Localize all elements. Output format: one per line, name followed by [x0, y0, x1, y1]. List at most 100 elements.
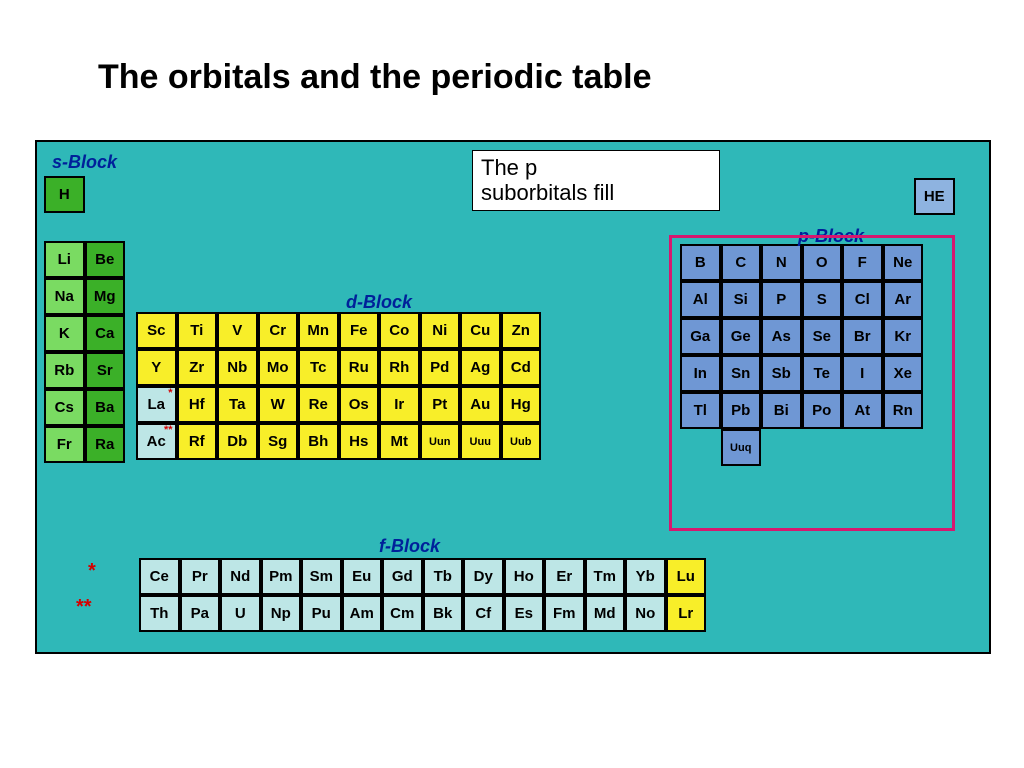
element-mt: Mt [379, 423, 420, 460]
element-th: Th [139, 595, 180, 632]
element-re: Re [298, 386, 339, 423]
element-uub: Uub [501, 423, 542, 460]
element-pu: Pu [301, 595, 342, 632]
element-hg: Hg [501, 386, 542, 423]
element-li: Li [44, 241, 85, 278]
element-ta: Ta [217, 386, 258, 423]
slide-page: The orbitals and the periodic table H Li B… [0, 0, 1024, 768]
element-ar: Ar [883, 281, 924, 318]
element-in: In [680, 355, 721, 392]
element-pa: Pa [180, 595, 221, 632]
element-ce: Ce [139, 558, 180, 595]
element-bh: Bh [298, 423, 339, 460]
f-block-label: f-Block [379, 536, 440, 557]
element-sr: Sr [85, 352, 126, 389]
element-sb: Sb [761, 355, 802, 392]
element-u: U [220, 595, 261, 632]
element-ca: Ca [85, 315, 126, 352]
element-rf: Rf [177, 423, 218, 460]
element-db: Db [217, 423, 258, 460]
element-b: B [680, 244, 721, 281]
element-at: At [842, 392, 883, 429]
element-hf: Hf [177, 386, 218, 423]
periodic-table-board: HLiBeNaMgKCaRbSrCsBaFrRaHEScTiVCrMnFeCoN… [35, 140, 991, 654]
element-sg: Sg [258, 423, 299, 460]
lanthanide-marker: * [88, 560, 96, 583]
element-ir: Ir [379, 386, 420, 423]
element-es: Es [504, 595, 545, 632]
element-cm: Cm [382, 595, 423, 632]
element-np: Np [261, 595, 302, 632]
element-tc: Tc [298, 349, 339, 386]
element-cr: Cr [258, 312, 299, 349]
element-dy: Dy [463, 558, 504, 595]
element-h: H [44, 176, 85, 213]
element-pt: Pt [420, 386, 461, 423]
element-no: No [625, 595, 666, 632]
element-cs: Cs [44, 389, 85, 426]
element-si: Si [721, 281, 762, 318]
element-cd: Cd [501, 349, 542, 386]
element-fr: Fr [44, 426, 85, 463]
element-yb: Yb [625, 558, 666, 595]
element-s: S [802, 281, 843, 318]
element-n: N [761, 244, 802, 281]
element-v: V [217, 312, 258, 349]
element-nb: Nb [217, 349, 258, 386]
element-k: K [44, 315, 85, 352]
element-bi: Bi [761, 392, 802, 429]
element-ra: Ra [85, 426, 126, 463]
element-pm: Pm [261, 558, 302, 595]
element-fm: Fm [544, 595, 585, 632]
element-f: F [842, 244, 883, 281]
element-bk: Bk [423, 595, 464, 632]
element-pd: Pd [420, 349, 461, 386]
element-ac: Ac** [136, 423, 177, 460]
element-he: HE [914, 178, 955, 215]
slide-title: The orbitals and the periodic table [98, 58, 652, 97]
p-block-annotation: The psuborbitals fill [472, 150, 720, 211]
element-rb: Rb [44, 352, 85, 389]
element-ho: Ho [504, 558, 545, 595]
element-uuu: Uuu [460, 423, 501, 460]
element-sc: Sc [136, 312, 177, 349]
element-o: O [802, 244, 843, 281]
element-cu: Cu [460, 312, 501, 349]
element-as: As [761, 318, 802, 355]
element-pr: Pr [180, 558, 221, 595]
element-au: Au [460, 386, 501, 423]
element-tl: Tl [680, 392, 721, 429]
annot-line1: The p [481, 155, 537, 180]
element-lu: Lu [666, 558, 707, 595]
element-er: Er [544, 558, 585, 595]
element-ga: Ga [680, 318, 721, 355]
s-block-label: s-Block [52, 152, 117, 173]
element-w: W [258, 386, 299, 423]
element-os: Os [339, 386, 380, 423]
element-sn: Sn [721, 355, 762, 392]
element-lr: Lr [666, 595, 707, 632]
element-la: La* [136, 386, 177, 423]
element-tm: Tm [585, 558, 626, 595]
element-cf: Cf [463, 595, 504, 632]
element-ag: Ag [460, 349, 501, 386]
element-ge: Ge [721, 318, 762, 355]
element-cl: Cl [842, 281, 883, 318]
element-sm: Sm [301, 558, 342, 595]
element-fe: Fe [339, 312, 380, 349]
element-ni: Ni [420, 312, 461, 349]
element-am: Am [342, 595, 383, 632]
p-block-label: p-Block [798, 226, 864, 247]
element-rh: Rh [379, 349, 420, 386]
element-ne: Ne [883, 244, 924, 281]
element-uun: Uun [420, 423, 461, 460]
element-rn: Rn [883, 392, 924, 429]
d-block-label: d-Block [346, 292, 412, 313]
element-ru: Ru [339, 349, 380, 386]
element-se: Se [802, 318, 843, 355]
element-na: Na [44, 278, 85, 315]
element-zr: Zr [177, 349, 218, 386]
element-eu: Eu [342, 558, 383, 595]
element-gd: Gd [382, 558, 423, 595]
element-uuq: Uuq [721, 429, 762, 466]
